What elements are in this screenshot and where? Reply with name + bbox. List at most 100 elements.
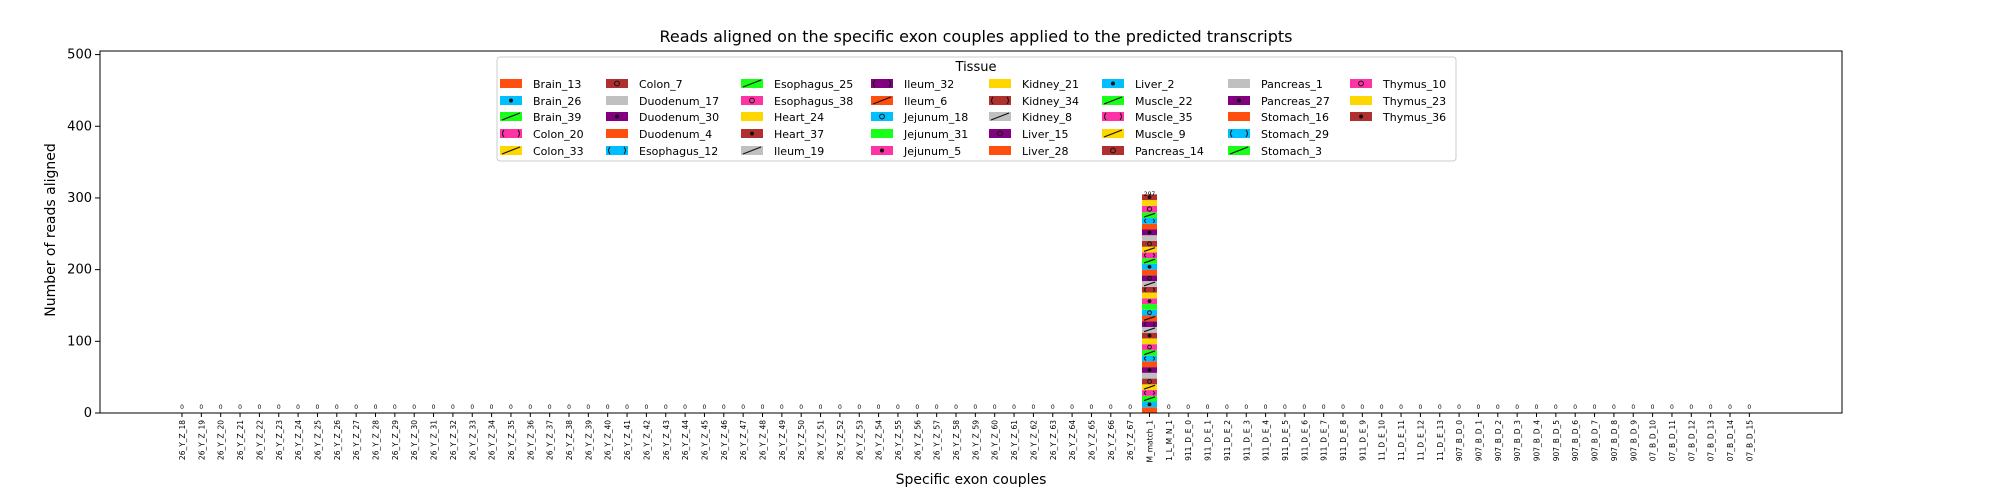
hatch-ring bbox=[1358, 80, 1364, 87]
x-tick-label: 26_Y_Z_24 bbox=[294, 420, 303, 460]
legend-label: Stomach_3 bbox=[1261, 145, 1322, 158]
bar-segment bbox=[1142, 367, 1157, 373]
bar-total-label: 0 bbox=[1593, 404, 1597, 411]
legend-item: Liver_15 bbox=[989, 128, 1068, 141]
bar-total-label: 0 bbox=[1264, 404, 1268, 411]
hatch-dot bbox=[880, 148, 884, 153]
legend-item: Thymus_10 bbox=[1350, 78, 1446, 91]
legend-item: Kidney_34 bbox=[989, 95, 1079, 108]
hatch-slash bbox=[1143, 384, 1156, 390]
legend-item: Thymus_23 bbox=[1350, 95, 1446, 108]
legend-label: Duodenum_4 bbox=[639, 128, 712, 141]
y-tick-label: 400 bbox=[67, 119, 92, 134]
x-tick-label: 26_Y_Z_38 bbox=[565, 420, 574, 460]
hatch-dot bbox=[1147, 299, 1152, 304]
legend-label: Kidney_8 bbox=[1022, 111, 1072, 124]
legend-item: Liver_28 bbox=[989, 145, 1068, 158]
x-tick-label: 26_Y_Z_34 bbox=[488, 420, 497, 460]
bar-total-label: 0 bbox=[1496, 404, 1500, 411]
x-tick-label: 26_Y_Z_65 bbox=[1087, 420, 1096, 460]
hatch-slash bbox=[1229, 146, 1249, 155]
bar-total-label: 0 bbox=[528, 404, 532, 411]
bar-segment bbox=[1142, 269, 1157, 276]
legend-item: Esophagus_25 bbox=[741, 78, 853, 91]
legend-item: Heart_24 bbox=[741, 111, 824, 124]
legend-label: Colon_20 bbox=[533, 128, 584, 141]
x-tick-label: 26_Y_Z_41 bbox=[623, 420, 632, 460]
x-tick-label: 26_Y_Z_26 bbox=[333, 420, 342, 460]
legend-swatch bbox=[1350, 96, 1372, 105]
bar-segment-fill bbox=[1142, 218, 1157, 224]
bar-total-label: 0 bbox=[954, 404, 958, 411]
x-tick-label: 907_B_D_1 bbox=[1474, 420, 1483, 461]
hatch-dot bbox=[1147, 333, 1152, 338]
bar-segment bbox=[1142, 384, 1157, 391]
x-tick-label: 911_D_E_6 bbox=[1300, 420, 1309, 461]
hatch-slash bbox=[742, 79, 762, 88]
x-tick-label: 26_Y_Z_36 bbox=[526, 420, 535, 460]
bar-segment-fill bbox=[1142, 205, 1157, 213]
bar-total-label: 0 bbox=[1225, 404, 1229, 411]
x-tick-label: 911_D_E_7 bbox=[1320, 420, 1329, 461]
bar-total-label: 0 bbox=[896, 404, 900, 411]
hatch-ring bbox=[997, 130, 1003, 137]
legend-item: Duodenum_30 bbox=[606, 111, 719, 124]
hatch-paren bbox=[608, 146, 626, 155]
legend-label: Esophagus_25 bbox=[774, 78, 853, 91]
x-tick-label: 26_Y_Z_67 bbox=[1126, 420, 1135, 460]
bar-total-label: 0 bbox=[1631, 404, 1635, 411]
bar-total-label: 0 bbox=[1670, 404, 1674, 411]
hatch-slash bbox=[1143, 212, 1156, 218]
bar-segment-fill bbox=[1142, 275, 1157, 282]
bar-segment-fill bbox=[1142, 372, 1157, 379]
bar-segment bbox=[1142, 212, 1157, 219]
legend-swatch bbox=[1350, 79, 1372, 88]
x-tick-label: 26_Y_Z_29 bbox=[391, 420, 400, 460]
legend-item: Colon_7 bbox=[606, 78, 683, 91]
hatch-slash bbox=[1103, 96, 1123, 105]
bar-segment bbox=[1142, 200, 1157, 206]
legend-label: Ileum_32 bbox=[904, 78, 954, 91]
y-tick-label: 500 bbox=[67, 48, 92, 63]
bar-total-label: 0 bbox=[1109, 404, 1113, 411]
bar-total-label: 0 bbox=[799, 404, 803, 411]
bar-segment bbox=[1142, 395, 1157, 402]
legend-label: Pancreas_27 bbox=[1261, 95, 1330, 108]
x-tick-label: 911_D_E_3 bbox=[1242, 420, 1251, 461]
legend-item: Stomach_16 bbox=[1228, 111, 1329, 124]
bar-segment bbox=[1142, 275, 1157, 282]
x-tick-label: 11_D_E_12 bbox=[1416, 420, 1425, 461]
bar-total-label: 0 bbox=[1206, 404, 1210, 411]
legend-item: Thymus_36 bbox=[1350, 111, 1446, 124]
bar-segment bbox=[1142, 326, 1157, 333]
x-tick-label: 11_D_E_11 bbox=[1397, 420, 1406, 461]
bar-segment bbox=[1142, 390, 1157, 396]
bar-total-label: 0 bbox=[393, 404, 397, 411]
legend-label: Muscle_22 bbox=[1135, 95, 1193, 108]
y-tick-label: 300 bbox=[67, 191, 92, 206]
bar-total-label: 0 bbox=[1341, 404, 1345, 411]
y-tick-label: 0 bbox=[84, 406, 92, 421]
bar-segment bbox=[1142, 229, 1157, 236]
legend-label: Muscle_9 bbox=[1135, 128, 1186, 141]
hatch-paren bbox=[1144, 390, 1155, 396]
bar-total-label: 0 bbox=[1090, 404, 1094, 411]
hatch-dot bbox=[750, 131, 754, 136]
x-tick-label: 907_B_D_9 bbox=[1629, 420, 1638, 461]
legend-label: Stomach_29 bbox=[1261, 128, 1329, 141]
bar-total-label: 0 bbox=[683, 404, 687, 411]
bar-segment-fill bbox=[1142, 309, 1157, 316]
x-tick-label: 26_Y_Z_23 bbox=[275, 420, 284, 460]
hatch-paren bbox=[1144, 253, 1155, 258]
legend-item: Pancreas_14 bbox=[1102, 145, 1204, 158]
legend-swatch bbox=[871, 129, 893, 138]
bar-segment-fill bbox=[1142, 286, 1157, 293]
bar-segment bbox=[1142, 372, 1157, 379]
bar-segment-fill bbox=[1142, 338, 1157, 345]
hatch-slash bbox=[1143, 258, 1156, 264]
x-tick-label: 26_Y_Z_62 bbox=[1029, 420, 1038, 460]
bar-segment-fill bbox=[1142, 235, 1157, 241]
bar-total-label: 0 bbox=[703, 404, 707, 411]
x-tick-label: 907_B_D_6 bbox=[1571, 420, 1580, 461]
legend-item: Pancreas_27 bbox=[1228, 95, 1330, 108]
